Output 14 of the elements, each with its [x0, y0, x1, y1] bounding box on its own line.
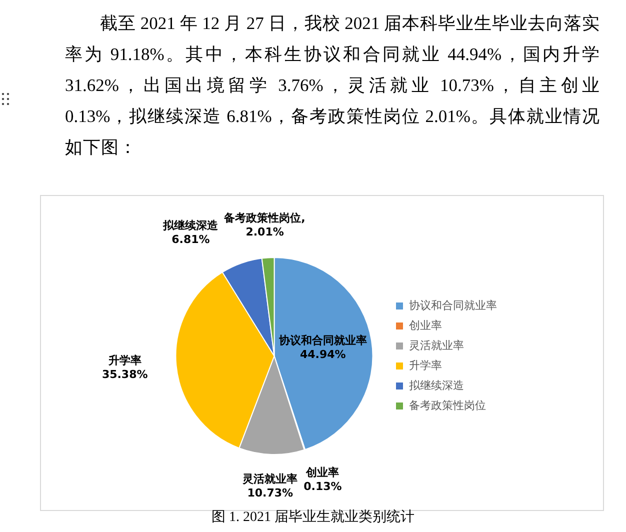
legend-label: 升学率: [409, 358, 442, 372]
data-label: 灵活就业率 10.73%: [242, 472, 298, 500]
legend-label: 拟继续深造: [409, 378, 464, 392]
legend-label: 协议和合同就业率: [409, 298, 497, 312]
data-label: 创业率 0.13%: [304, 466, 342, 493]
data-label: 升学率 35.38%: [102, 354, 148, 382]
data-label: 拟继续深造 6.81%: [162, 218, 220, 246]
text: 截至 2021 年 12 月 27 日，我校 2021 届本科毕业生毕业去向落实率为 91.18%。其中，本科生协议和合同就业 44.94%，国内升学 31.62%，出国出境留学 3.76%，灵活就业 10.73%，自主创业 0.13%，拟继续深造 6.81%，备考政策性岗位 2.01%。具体就业情况如下图：: [65, 12, 600, 159]
data-label: 备考政策性岗位, 2.01%: [223, 212, 306, 239]
legend-label: 创业率: [409, 318, 442, 332]
data-label: 协议和合同就业率 44.94%: [278, 334, 367, 362]
caption: 图 1. 2021 届毕业生就业类别统计: [210, 508, 416, 526]
legend-label: 备考政策性岗位: [409, 398, 486, 412]
legend-label: 灵活就业率: [409, 338, 464, 352]
